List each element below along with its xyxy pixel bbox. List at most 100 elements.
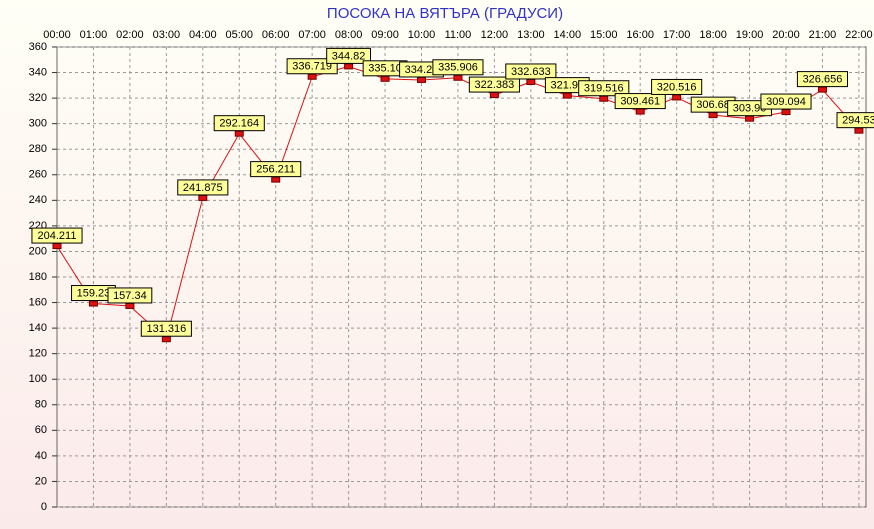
point-marker	[234, 130, 244, 137]
point-marker	[307, 73, 317, 80]
data-label: 294.53	[842, 115, 874, 127]
label-box	[140, 320, 192, 337]
y-tick-label: 100	[29, 373, 47, 385]
y-tick-label: 140	[29, 322, 47, 334]
x-tick-label: 03:00	[153, 29, 181, 41]
x-tick-label: 01:00	[80, 29, 108, 41]
data-label: 344.82	[332, 50, 366, 62]
point-marker	[417, 76, 426, 83]
data-label: 336.719	[292, 61, 332, 73]
y-tick-label: 160	[29, 296, 47, 308]
point-marker	[88, 300, 98, 307]
point-marker	[599, 95, 609, 102]
point-marker	[380, 75, 390, 82]
y-tick-label: 120	[29, 348, 47, 360]
x-tick-label: 02:00	[116, 29, 144, 41]
data-label: 319.516	[584, 83, 624, 95]
point-marker	[672, 94, 682, 101]
data-label: 159.23	[77, 287, 111, 299]
label-box	[213, 115, 265, 132]
label-box	[578, 80, 630, 97]
y-tick-label: 340	[29, 66, 47, 78]
x-tick-label: 05:00	[225, 29, 253, 41]
x-tick-label: 11:00	[445, 29, 472, 41]
x-tick-label: 18:00	[699, 29, 727, 41]
data-label: 204.211	[38, 230, 77, 242]
label-box	[836, 112, 874, 129]
x-tick-label: 08:00	[335, 29, 363, 41]
label-box	[31, 227, 83, 244]
x-tick-label: 20:00	[772, 29, 800, 41]
label-box	[107, 287, 153, 304]
point-marker	[708, 112, 718, 119]
x-tick-label: 06:00	[262, 29, 290, 41]
x-tick-label: 15:00	[590, 29, 618, 41]
data-label: 303.90	[733, 103, 767, 115]
y-tick-label: 280	[29, 143, 47, 155]
y-tick-label: 360	[29, 41, 47, 53]
point-marker	[161, 336, 171, 343]
data-label: 332.633	[511, 66, 551, 78]
point-marker	[453, 74, 463, 81]
y-tick-label: 260	[29, 169, 47, 181]
x-tick-label: 21:00	[809, 29, 837, 41]
point-marker	[52, 243, 62, 250]
data-label: 256.211	[256, 164, 295, 176]
y-tick-label: 180	[29, 271, 47, 283]
label-box	[468, 76, 520, 93]
data-label: 326.656	[803, 74, 843, 86]
point-marker	[745, 115, 755, 122]
data-label: 157.34	[113, 290, 147, 302]
label-box	[177, 179, 229, 196]
point-marker	[562, 92, 572, 99]
point-marker	[635, 108, 645, 115]
label-box	[796, 71, 849, 88]
y-tick-label: 60	[35, 424, 47, 436]
x-tick-label: 13:00	[517, 29, 545, 41]
x-tick-label: 12:00	[481, 29, 509, 41]
y-tick-label: 80	[35, 399, 47, 411]
label-box	[432, 59, 484, 76]
y-tick-label: 320	[29, 92, 47, 104]
x-tick-label: 14:00	[554, 29, 582, 41]
label-box	[250, 161, 302, 178]
x-tick-label: 04:00	[189, 29, 217, 41]
label-box	[760, 93, 812, 110]
chart-title: ПОСОКА НА ВЯТЪРА (ГРАДУСИ)	[327, 5, 563, 22]
label-box	[651, 78, 703, 95]
data-label: 292.164	[219, 118, 259, 130]
point-marker	[271, 176, 281, 183]
point-marker	[526, 78, 536, 85]
data-label: 309.461	[620, 95, 660, 107]
data-label: 131.316	[146, 323, 186, 335]
y-tick-label: 240	[29, 194, 47, 206]
point-marker	[854, 127, 864, 134]
x-tick-label: 22:00	[845, 29, 873, 41]
x-tick-label: 17:00	[663, 29, 691, 41]
label-box	[614, 93, 666, 110]
data-label: 335.906	[438, 62, 478, 74]
data-label: 241.875	[183, 182, 223, 194]
x-tick-label: 10:00	[408, 29, 436, 41]
y-tick-label: 20	[35, 475, 47, 487]
label-box	[326, 47, 372, 64]
point-marker	[489, 92, 499, 99]
x-tick-label: 16:00	[626, 29, 654, 41]
y-tick-label: 200	[29, 245, 47, 257]
data-label: 306.68	[696, 99, 730, 111]
point-marker	[817, 86, 827, 93]
y-tick-label: 40	[35, 450, 47, 462]
data-label: 322.383	[475, 79, 515, 91]
x-tick-label: 19:00	[736, 29, 764, 41]
point-marker	[198, 194, 208, 201]
data-label: 334.20	[405, 64, 439, 76]
x-tick-label: 09:00	[371, 29, 399, 41]
point-marker	[125, 302, 135, 309]
data-label: 320.516	[657, 81, 697, 93]
y-tick-label: 300	[29, 118, 47, 130]
label-box	[286, 58, 338, 75]
data-label: 321.95	[550, 80, 584, 92]
x-tick-label: 07:00	[298, 29, 326, 41]
